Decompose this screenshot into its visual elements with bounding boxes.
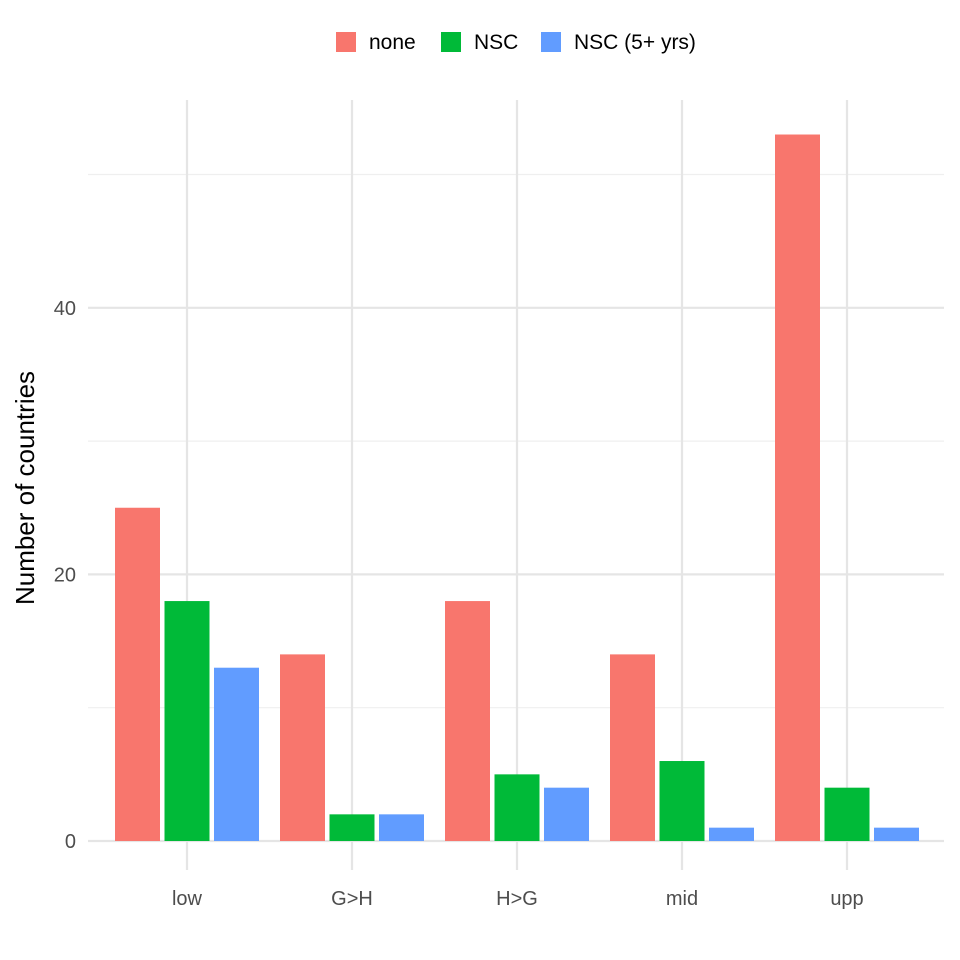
bar-G>H-NSC (5+ yrs) (379, 814, 424, 841)
bar-upp-NSC (824, 787, 870, 841)
bar-low-NSC (164, 601, 210, 841)
y-axis-title: Number of countries (10, 371, 40, 605)
legend-label: none (369, 31, 416, 54)
x-axis-ticks: low G>H H>G mid upp (172, 888, 864, 910)
bar-upp-NSC (5+ yrs) (874, 827, 919, 841)
y-tick-label: 40 (54, 298, 76, 320)
bar-mid-NSC (659, 761, 705, 841)
legend-label: NSC (5+ yrs) (574, 31, 696, 54)
legend-swatch (336, 32, 356, 52)
x-tick-label: mid (666, 888, 698, 910)
x-tick-label: H>G (496, 888, 538, 910)
x-tick-label: low (172, 888, 203, 910)
y-tick-label: 0 (65, 831, 76, 853)
bar-mid-none (610, 654, 655, 841)
bar-G>H-none (280, 654, 325, 841)
legend-swatch (441, 32, 461, 52)
bar-upp-none (775, 134, 820, 841)
legend-item: NSC (441, 31, 518, 54)
legend-item: NSC (5+ yrs) (541, 31, 696, 54)
bar-mid-NSC (5+ yrs) (709, 827, 754, 841)
x-tick-label: G>H (331, 888, 373, 910)
legend-item: none (336, 31, 416, 54)
x-tick-label: upp (830, 888, 863, 910)
y-tick-label: 20 (54, 564, 76, 586)
legend-label: NSC (474, 31, 518, 54)
bar-H>G-none (445, 601, 490, 841)
bar-H>G-NSC (494, 774, 540, 841)
bar-H>G-NSC (5+ yrs) (544, 787, 589, 841)
bars (115, 134, 919, 841)
legend-swatch (541, 32, 561, 52)
bar-G>H-NSC (329, 814, 375, 841)
y-axis-ticks: 0 20 40 (54, 298, 76, 853)
bar-low-NSC (5+ yrs) (214, 667, 259, 841)
bar-low-none (115, 507, 160, 841)
legend: none NSC NSC (5+ yrs) (336, 31, 696, 54)
